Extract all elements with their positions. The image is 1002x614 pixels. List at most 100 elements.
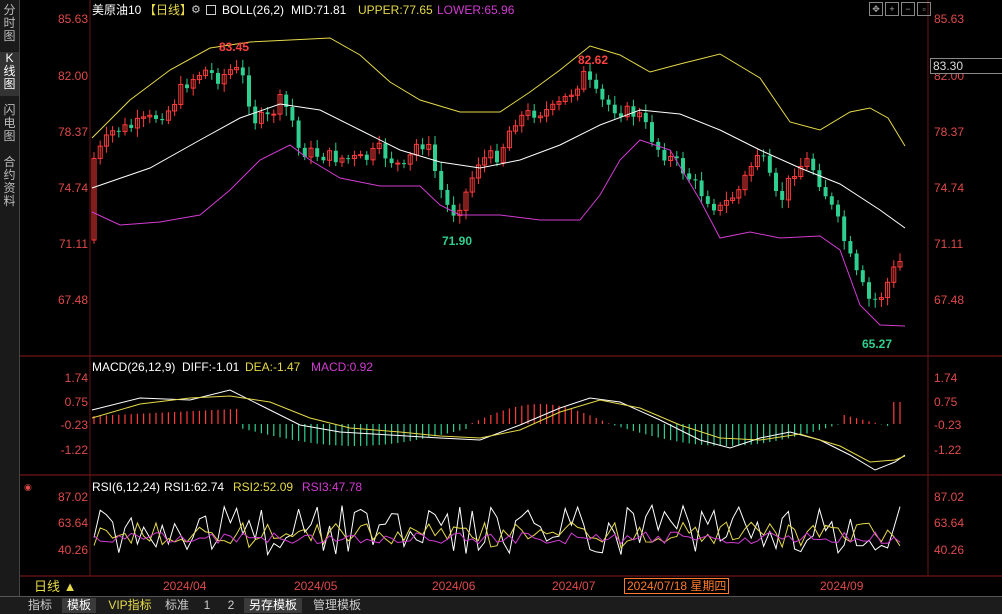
candlestick [594, 73, 599, 94]
boll-lower-line [91, 139, 906, 327]
candlestick [185, 78, 189, 93]
macd-tick-right: -0.23 [934, 418, 962, 432]
tab-2[interactable]: 2 [227, 598, 235, 612]
candlestick [482, 149, 488, 173]
tab-timeshare[interactable]: 分时图 [3, 3, 16, 43]
rsi3-label: RSI3:47.78 [302, 480, 363, 494]
candlestick [575, 85, 581, 101]
rsi-tick-left: 87.02 [58, 490, 89, 504]
macd-dea-line [91, 395, 906, 463]
tab-indicators[interactable]: 指标 [27, 598, 52, 612]
candlestick [537, 111, 543, 123]
candlestick [178, 75, 184, 109]
candlestick [780, 182, 785, 209]
macd-tick-left: -0.23 [60, 418, 88, 432]
period-selector[interactable]: 日线 ▲ [34, 579, 77, 594]
candlestick [836, 200, 840, 223]
candlestick [426, 136, 432, 157]
candlestick [612, 96, 617, 119]
tab-kline[interactable]: K线图 [0, 52, 19, 96]
candlestick [767, 148, 772, 177]
rsi-marker-icon: ◉ [24, 482, 32, 492]
boll-upper-label: UPPER:77.65 [358, 3, 433, 17]
candlestick [395, 159, 401, 172]
candlestick [376, 135, 382, 155]
candlestick [656, 138, 661, 158]
candlestick [581, 66, 587, 93]
rsi-tick-right: 63.64 [934, 516, 965, 530]
zoom-out-icon[interactable]: − [901, 2, 915, 16]
candlestick [662, 143, 667, 166]
candlestick [234, 59, 240, 74]
candlestick [290, 98, 295, 128]
indicator-toggle-icon[interactable] [206, 5, 216, 15]
candlestick [196, 71, 202, 84]
restore-icon[interactable]: ▫ [917, 2, 931, 16]
macd-diff-label: DIFF:-1.01 [182, 360, 240, 374]
price-tick-left: 82.00 [58, 69, 89, 83]
tab-save-template[interactable]: 另存模板 [244, 598, 302, 613]
candlestick [699, 171, 704, 202]
tab-1[interactable]: 1 [203, 598, 211, 612]
candlestick [439, 162, 444, 199]
candlestick [842, 210, 847, 250]
candlestick [469, 171, 475, 198]
candlestick [495, 143, 499, 167]
boll-upper-line [91, 37, 906, 147]
tab-vip-indicators[interactable]: VIP指标 [108, 598, 152, 612]
macd-tick-right: -1.22 [934, 443, 962, 457]
candlestick [358, 150, 364, 159]
chart-canvas[interactable] [20, 0, 1002, 596]
price-tick-left: 85.63 [58, 12, 89, 26]
macd-title: MACD(26,12,9) [92, 360, 176, 374]
candlestick [97, 140, 103, 165]
candlestick [848, 235, 853, 257]
settings-gear-icon[interactable]: ⚙ [191, 4, 201, 16]
candlestick [600, 84, 605, 107]
tab-standard[interactable]: 标准 [164, 598, 189, 612]
candlestick [860, 265, 865, 286]
candlestick [748, 162, 754, 182]
candlestick [488, 145, 494, 164]
tab-contract-info[interactable]: 合约资料 [3, 155, 16, 208]
tab-manage-templates[interactable]: 管理模板 [312, 598, 361, 612]
candlestick [568, 89, 574, 103]
macd-value-label: MACD:0.92 [311, 360, 374, 374]
candlestick [712, 198, 716, 215]
boll-mid-label: MID:71.81 [291, 3, 347, 17]
candlestick [774, 167, 778, 197]
macd-tick-right: 1.74 [934, 371, 958, 385]
high-annotation: 82.62 [578, 53, 609, 67]
candlestick [203, 66, 209, 79]
macd-diff-line [91, 389, 906, 471]
candlestick [668, 150, 674, 167]
zoom-in-icon[interactable]: + [885, 2, 899, 16]
tab-flash-chart[interactable]: 闪电图 [3, 103, 16, 143]
tab-templates[interactable]: 模板 [62, 598, 96, 613]
candlestick [804, 151, 810, 170]
candlestick [736, 185, 742, 204]
candlestick [402, 159, 406, 169]
candlestick [160, 113, 165, 125]
candlestick [370, 142, 376, 166]
candlestick [265, 106, 270, 122]
candlestick [785, 175, 791, 208]
candlestick [420, 138, 425, 155]
candlestick [116, 127, 121, 138]
candlestick [433, 136, 437, 179]
boll-lines [91, 37, 906, 327]
candlestick [619, 105, 623, 123]
rsi-series [93, 503, 901, 557]
candlestick [500, 143, 506, 167]
x-axis-month: 2024/04 [163, 579, 207, 593]
move-icon[interactable]: ✥ [869, 2, 883, 16]
candlestick [327, 147, 333, 167]
candlestick [624, 101, 630, 121]
rsi1-label: RSI1:62.74 [164, 480, 225, 494]
macd-tick-left: 0.75 [64, 395, 88, 409]
candlestick [562, 93, 568, 105]
price-tick-right: 85.63 [934, 12, 965, 26]
candlestick [227, 64, 233, 80]
candlestick [606, 95, 611, 112]
candlestick [339, 154, 345, 167]
